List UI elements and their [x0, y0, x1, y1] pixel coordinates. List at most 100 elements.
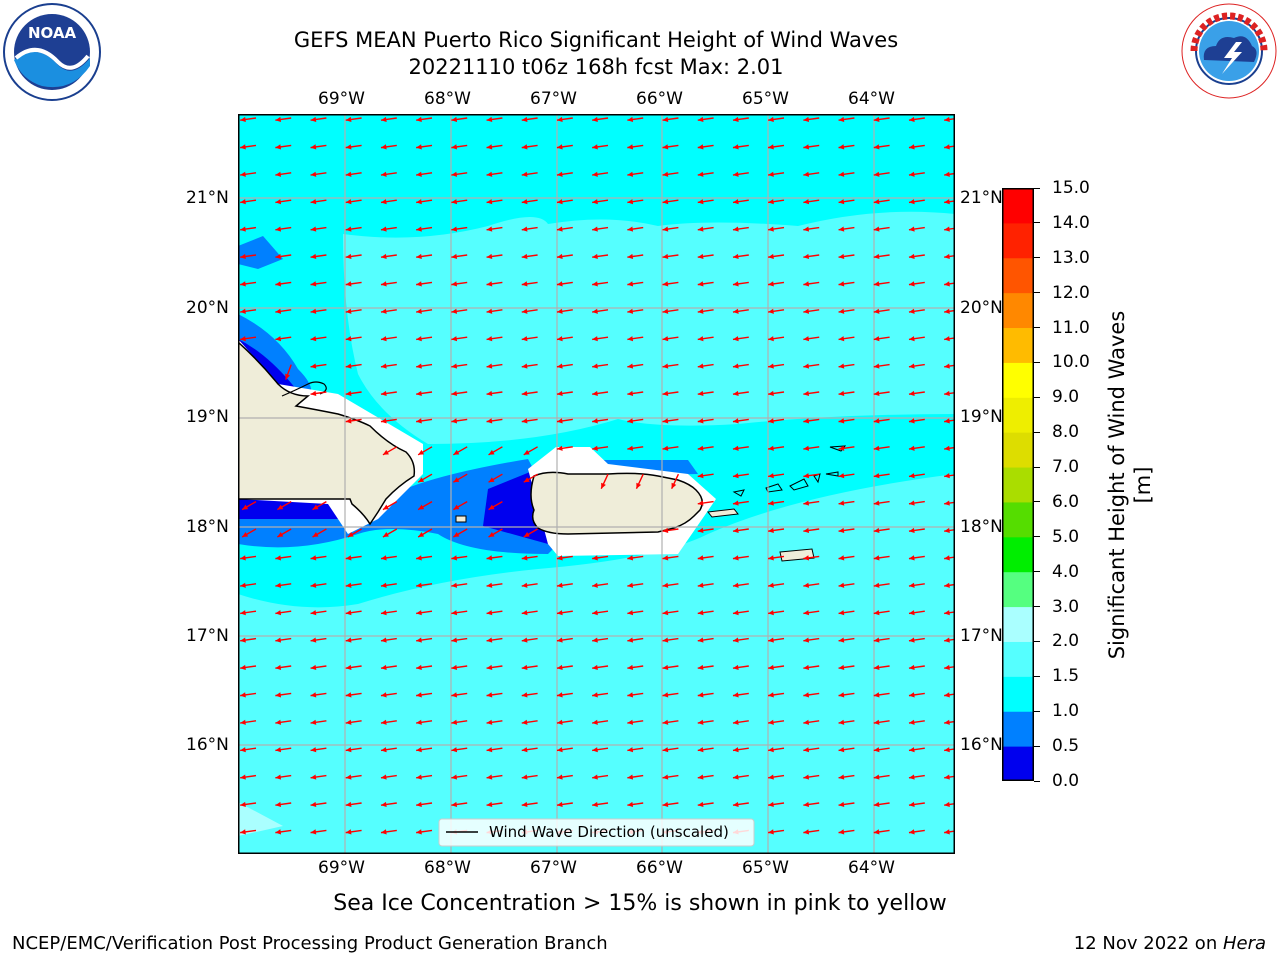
- wind-arrow-head: [803, 253, 810, 260]
- wind-arrow-head: [838, 610, 845, 616]
- wind-arrow-head: [275, 199, 282, 205]
- wind-arrow-head: [310, 199, 317, 205]
- wind-arrow-head: [418, 477, 425, 483]
- wind-arrow-head: [873, 637, 880, 643]
- wind-arrow-head: [451, 801, 458, 808]
- wind-arrow-head: [380, 336, 387, 342]
- wind-arrow-head: [345, 555, 352, 561]
- wind-arrow-head: [838, 418, 845, 424]
- wind-arrow-head: [944, 829, 950, 835]
- wind-arrow-head: [908, 829, 915, 835]
- wind-arrow-head: [453, 477, 460, 483]
- wind-arrow-head: [908, 527, 915, 534]
- wind-arrow-head: [697, 555, 704, 561]
- colorbar-tick-label: 7.0: [1052, 457, 1080, 478]
- wind-arrow-head: [592, 418, 598, 424]
- wind-arrow-head: [662, 418, 669, 424]
- wind-arrow-head: [768, 829, 774, 835]
- wind-arrow-head: [944, 144, 950, 150]
- wind-arrow-head: [451, 336, 458, 342]
- wind-arrow-head: [627, 418, 634, 424]
- wind-arrow-head: [873, 308, 880, 314]
- lon-label-top: 69°W: [318, 89, 365, 109]
- wind-arrow-head: [275, 144, 282, 150]
- wind-arrow-head: [380, 719, 387, 725]
- land-vieques: [707, 508, 739, 518]
- wind-arrow-head: [451, 226, 458, 232]
- wind-arrow-head: [240, 336, 246, 342]
- wind-arrow-head: [345, 582, 352, 588]
- wind-arrow-head: [416, 555, 422, 561]
- wind-arrow-head: [380, 829, 387, 835]
- colorbar-segment: [1002, 188, 1034, 224]
- colorbar-tick-mark: [1034, 640, 1040, 642]
- wind-arrow-head: [944, 747, 950, 753]
- wind-arrow-head: [345, 664, 352, 671]
- wind-arrow-head: [768, 664, 774, 671]
- colorbar-segment: [1002, 501, 1034, 538]
- wind-arrow-head: [380, 637, 387, 643]
- wind-arrow-head: [521, 199, 528, 205]
- wind-arrow-head: [275, 336, 282, 342]
- wind-arrow-head: [662, 171, 669, 177]
- wind-arrow-head: [451, 692, 458, 698]
- wind-arrow-head: [592, 664, 598, 671]
- wind-arrow-head: [662, 199, 669, 205]
- wind-arrow-head: [416, 281, 422, 287]
- wind-arrow-head: [732, 308, 739, 314]
- wind-arrow-head: [908, 144, 915, 150]
- lon-label-bottom: 68°W: [424, 858, 471, 878]
- wind-arrow-head: [486, 390, 493, 397]
- wind-arrow-head: [803, 418, 810, 424]
- wind-arrow-head: [768, 500, 774, 506]
- wind-arrow-head: [451, 199, 458, 205]
- wind-arrow-head: [697, 253, 704, 260]
- wind-arrow-head: [451, 555, 458, 561]
- wind-arrow-head: [873, 199, 880, 205]
- wind-arrow-head: [627, 719, 634, 725]
- wind-arrow-head: [380, 555, 387, 561]
- wind-arrow-head: [486, 253, 493, 260]
- wind-arrow-head: [521, 226, 528, 232]
- wind-arrow-head: [486, 774, 493, 780]
- lon-label-bottom: 69°W: [318, 858, 365, 878]
- wind-arrow-head: [556, 253, 563, 260]
- wind-arrow-head: [662, 610, 669, 616]
- wind-arrow-head: [627, 610, 634, 616]
- wind-arrow-head: [697, 801, 704, 808]
- wind-arrow-head: [768, 719, 774, 725]
- wind-arrow-head: [418, 449, 425, 455]
- colorbar-segment: [1002, 536, 1034, 573]
- wind-arrow-head: [873, 774, 880, 780]
- wind-arrow-head: [627, 144, 634, 150]
- wind-arrow-head: [521, 363, 528, 369]
- wind-arrow-head: [345, 719, 352, 725]
- wind-arrow-head: [803, 774, 810, 780]
- wind-arrow-head: [803, 747, 810, 753]
- wind-arrow-head: [451, 390, 458, 397]
- colorbar-tick-mark: [1034, 396, 1040, 398]
- wind-arrow-head: [662, 555, 669, 561]
- wind-arrow-head: [556, 610, 563, 616]
- wind-arrow-head: [944, 473, 950, 479]
- wind-arrow-head: [275, 829, 282, 835]
- noaa-logo: NOAA: [2, 2, 102, 102]
- wind-arrow-head: [732, 692, 739, 698]
- wind-arrow-head: [486, 747, 493, 753]
- wind-arrow-head: [416, 226, 422, 232]
- wind-arrow-head: [592, 719, 598, 725]
- wind-arrow-head: [873, 281, 880, 287]
- wind-arrow-head: [240, 253, 246, 260]
- wind-arrow-head: [521, 281, 528, 287]
- wind-arrow-head: [944, 390, 950, 397]
- lat-label-left: 17°N: [186, 626, 229, 646]
- wind-arrow-head: [627, 637, 634, 643]
- wind-arrow-head: [697, 527, 704, 534]
- wind-arrow-head: [697, 199, 704, 205]
- colorbar-segment: [1002, 432, 1034, 468]
- wind-arrow-head: [486, 144, 493, 150]
- wind-arrow-head: [636, 482, 642, 489]
- map-panel: Wind Wave Direction (unscaled): [238, 114, 955, 854]
- wind-arrow-head: [768, 473, 774, 479]
- wind-arrow-head: [416, 664, 422, 671]
